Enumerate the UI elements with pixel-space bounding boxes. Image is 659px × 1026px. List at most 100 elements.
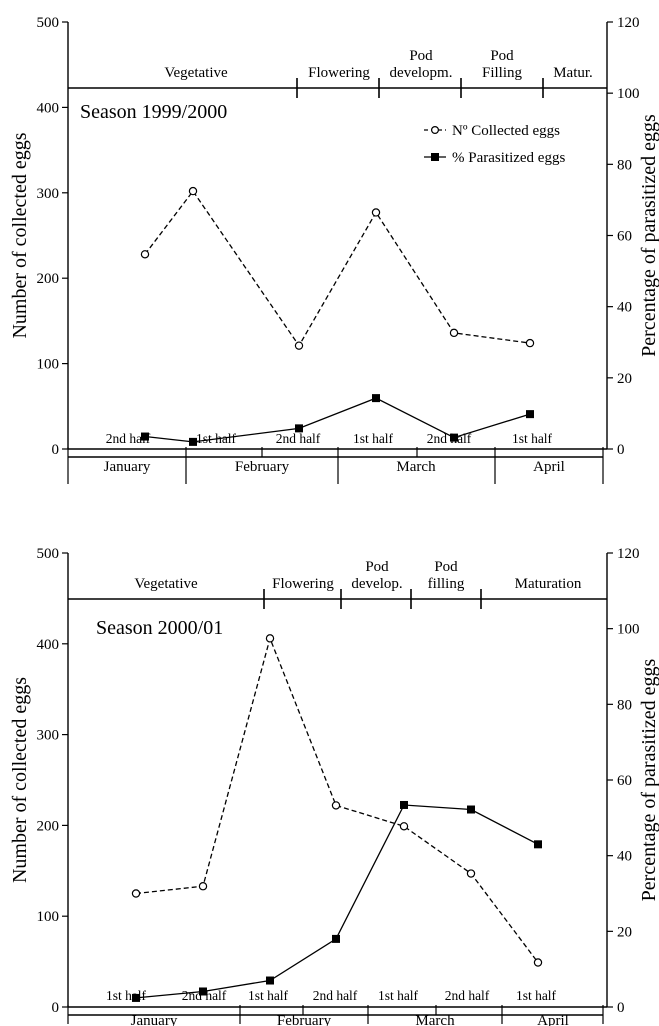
c1-ylabel: Number of collected eggs xyxy=(9,132,31,338)
c1-series-1-point xyxy=(140,250,150,259)
c1-stage-label: Flowering xyxy=(308,65,370,81)
c1-period-label: 1st half xyxy=(353,431,394,446)
c2-series-1-point xyxy=(399,822,409,831)
c1-series-2-point xyxy=(526,410,534,419)
c1-ytick-label: 400 xyxy=(37,100,60,116)
c1-legend-marker xyxy=(431,153,439,161)
c2-period-label: 1st half xyxy=(248,988,289,1003)
c1-ytick-label: 100 xyxy=(37,357,60,373)
chart-1: 0 100 200 300 400 500 0 20 40 60 80 100 120 Number of… xyxy=(9,15,659,484)
c2-month-label: March xyxy=(415,1013,455,1026)
c2-ylabel: Number of collected eggs xyxy=(9,677,31,883)
c2-series-2-point xyxy=(534,840,542,849)
c1-month-label: April xyxy=(533,459,565,475)
c1-period-label: 1st half xyxy=(196,431,237,446)
c2-month-label: February xyxy=(277,1013,332,1026)
c1-y2tick-label: 120 xyxy=(617,15,640,31)
c2-series-1-point xyxy=(466,869,476,878)
c1-y2label: Percentage of parasitized eggs xyxy=(638,114,659,357)
c2-series-2-point xyxy=(266,976,274,985)
c1-y2tick-label: 40 xyxy=(617,300,632,316)
c2-series-1-point xyxy=(265,634,275,643)
c2-stage-label: Flowering xyxy=(272,576,334,592)
c2-period-label: 2nd half xyxy=(445,988,490,1003)
c1-ytick-label: 0 xyxy=(52,442,60,458)
c1-series-2-line xyxy=(144,397,531,443)
c1-series-1-point xyxy=(188,186,198,196)
c1-legend-label: Nº Collected eggs xyxy=(452,123,560,139)
chart-2: 0 100 200 300 400 500 0 20 40 60 80 100 120 Number of… xyxy=(9,546,659,1026)
c2-series-2-point xyxy=(199,987,207,996)
c2-series-1-line xyxy=(135,636,539,963)
c1-month-label: March xyxy=(396,459,436,475)
c1-series-1-line xyxy=(144,189,531,347)
c1-stage-label: Vegetative xyxy=(164,65,228,81)
c2-series-1-point xyxy=(198,882,208,891)
c1-y2tick-label: 60 xyxy=(617,229,632,245)
c1-month-label: February xyxy=(235,459,290,475)
c1-y2tick-label: 80 xyxy=(617,157,632,173)
c2-ytick-label: 300 xyxy=(37,728,60,744)
c2-period-label: 2nd half xyxy=(313,988,358,1003)
c2-stage-label: Pod xyxy=(434,559,458,575)
c2-stage-label: filling xyxy=(428,576,465,592)
c2-ytick-label: 0 xyxy=(52,1000,60,1016)
c2-ytick-label: 400 xyxy=(37,637,60,653)
c2-series-1-point xyxy=(331,801,341,810)
c1-period-label: 2nd half xyxy=(427,431,472,446)
c1-period-label: 2nd half xyxy=(106,431,151,446)
c2-series-2-line xyxy=(135,804,539,999)
c1-ytick-label: 500 xyxy=(37,15,60,31)
c1-legend-label: % Parasitized eggs xyxy=(452,150,565,166)
c2-y2tick-label: 80 xyxy=(617,697,632,713)
c2-y2label: Percentage of parasitized eggs xyxy=(638,658,659,901)
c1-y2tick-label: 20 xyxy=(617,371,632,387)
c2-stage-label: Maturation xyxy=(515,576,582,592)
c2-ytick-label: 500 xyxy=(37,546,60,562)
c2-y2tick-label: 100 xyxy=(617,622,640,638)
c1-ytick-label: 200 xyxy=(37,271,60,287)
c2-series-2-point xyxy=(332,934,340,943)
c2-ytick-label: 200 xyxy=(37,818,60,834)
c2-series-1-point xyxy=(131,889,141,898)
c1-y2tick-label: 0 xyxy=(617,442,625,458)
c1-series-2-point xyxy=(141,432,149,441)
c2-ytick-label: 100 xyxy=(37,909,60,925)
c1-stage-label: developm. xyxy=(390,65,453,81)
c1-series-1-point xyxy=(294,341,304,350)
c2-month-label: January xyxy=(131,1013,178,1026)
c1-series-2-point xyxy=(295,424,303,433)
c1-period-label: 2nd half xyxy=(276,431,321,446)
c2-stage-label: Pod xyxy=(365,559,389,575)
c2-y2tick-label: 0 xyxy=(617,1000,625,1016)
c2-month-label: April xyxy=(537,1013,569,1026)
c1-series-2-point xyxy=(372,394,380,403)
c2-y2tick-label: 20 xyxy=(617,924,632,940)
c1-ytick-label: 300 xyxy=(37,186,60,202)
c1-month-label: January xyxy=(104,459,151,475)
c2-y2tick-label: 40 xyxy=(617,849,632,865)
c1-series-1-point xyxy=(449,328,459,338)
c2-stage-label: develop. xyxy=(351,576,402,592)
c1-series-2-point xyxy=(450,433,458,442)
c2-y2tick-label: 120 xyxy=(617,546,640,562)
c1-season-title: Season 1999/2000 xyxy=(80,101,227,123)
c1-legend-marker xyxy=(431,125,440,134)
c1-y2tick-label: 100 xyxy=(617,86,640,102)
c1-series-1-point xyxy=(371,208,381,217)
c2-period-label: 1st half xyxy=(378,988,419,1003)
c1-series-1-point xyxy=(525,338,535,348)
c1-stage-label: Matur. xyxy=(553,65,593,81)
c2-series-2-point xyxy=(467,805,475,814)
c2-season-title: Season 2000/01 xyxy=(96,617,223,639)
c2-series-2-point xyxy=(132,993,140,1002)
c1-stage-label: Filling xyxy=(482,65,523,81)
c1-series-2-point xyxy=(189,437,197,446)
c2-period-label: 1st half xyxy=(106,988,147,1003)
c2-series-1-point xyxy=(533,958,543,967)
c2-series-2-point xyxy=(400,800,408,809)
c2-y2tick-label: 60 xyxy=(617,773,632,789)
c1-stage-label: Pod xyxy=(409,48,433,64)
c1-period-label: 1st half xyxy=(512,431,553,446)
